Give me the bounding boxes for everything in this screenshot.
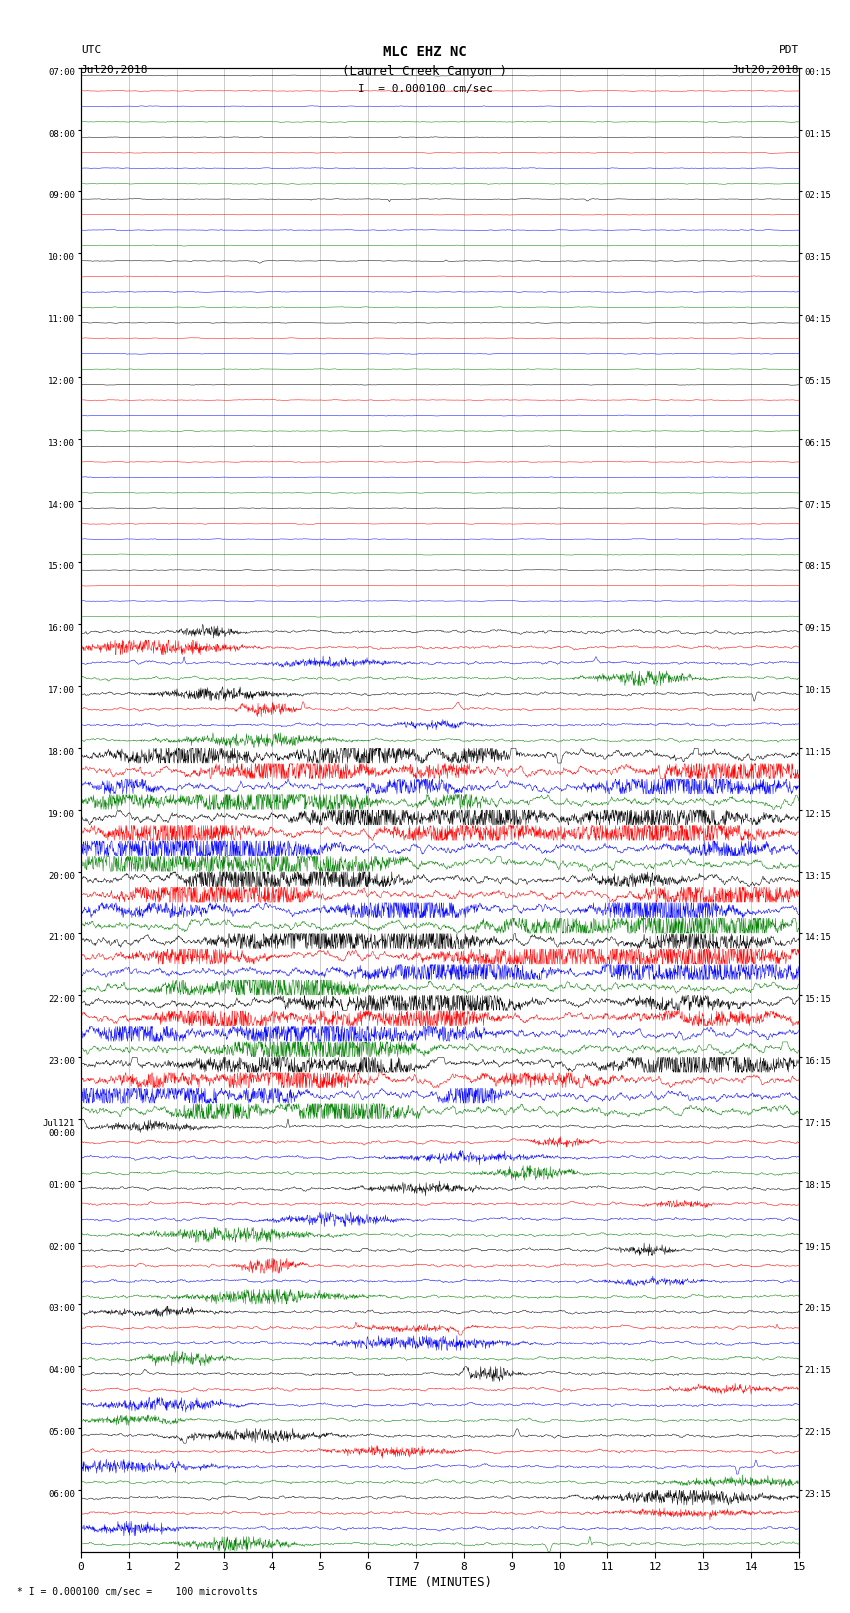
Text: UTC: UTC [81,45,101,55]
Text: I  = 0.000100 cm/sec: I = 0.000100 cm/sec [358,84,492,94]
Text: * I = 0.000100 cm/sec =    100 microvolts: * I = 0.000100 cm/sec = 100 microvolts [17,1587,258,1597]
Text: PDT: PDT [779,45,799,55]
Text: Jul20,2018: Jul20,2018 [81,65,148,74]
X-axis label: TIME (MINUTES): TIME (MINUTES) [388,1576,492,1589]
Text: Jul20,2018: Jul20,2018 [732,65,799,74]
Text: (Laurel Creek Canyon ): (Laurel Creek Canyon ) [343,65,507,77]
Text: MLC EHZ NC: MLC EHZ NC [383,45,467,60]
